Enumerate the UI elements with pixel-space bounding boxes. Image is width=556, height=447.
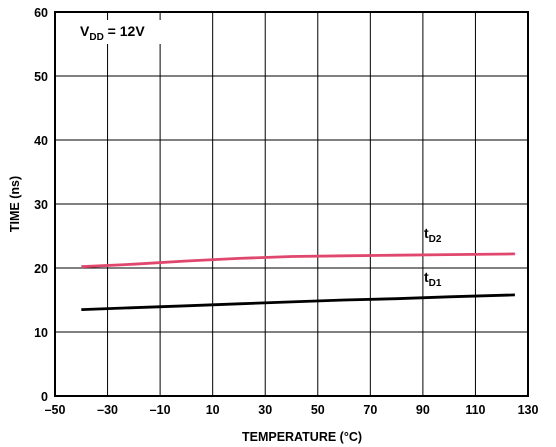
x-tick-label: 90 xyxy=(416,403,430,417)
y-tick-label: 0 xyxy=(41,390,48,404)
series-line-td1 xyxy=(81,293,515,311)
series-label-td2: tD2 xyxy=(424,225,442,245)
plot-area-frame xyxy=(54,11,529,397)
x-tick-label: –50 xyxy=(45,403,66,417)
series-label-td1: tD1 xyxy=(424,269,442,289)
x-tick-label: 70 xyxy=(363,403,377,417)
y-tick-label: 50 xyxy=(34,70,48,84)
x-tick-label: 10 xyxy=(206,403,220,417)
y-tick-label: 10 xyxy=(34,326,48,340)
y-tick-label: 30 xyxy=(34,198,48,212)
x-tick-label: –10 xyxy=(150,403,171,417)
series-line-td2 xyxy=(81,252,515,269)
vdd-annotation: VDD = 12V xyxy=(80,23,145,43)
grid xyxy=(55,12,528,396)
x-tick-label: 110 xyxy=(465,403,485,417)
y-tick-label: 60 xyxy=(34,6,48,20)
series-layer xyxy=(81,252,515,311)
x-tick-label: 130 xyxy=(518,403,539,417)
x-axis-title: TEMPERATURE (°C) xyxy=(242,430,362,444)
y-tick-label: 40 xyxy=(34,134,48,148)
x-tick-label: 50 xyxy=(311,403,325,417)
annotation-background xyxy=(76,20,162,44)
y-axis-title: TIME (ns) xyxy=(8,176,22,232)
tick-labels: –50 –30 –10 10 30 50 70 90 110 130 0 10 20 30 40 50 60 xyxy=(34,6,538,417)
x-tick-label: –30 xyxy=(97,403,118,417)
x-tick-label: 30 xyxy=(258,403,272,417)
y-tick-label: 20 xyxy=(34,262,48,276)
